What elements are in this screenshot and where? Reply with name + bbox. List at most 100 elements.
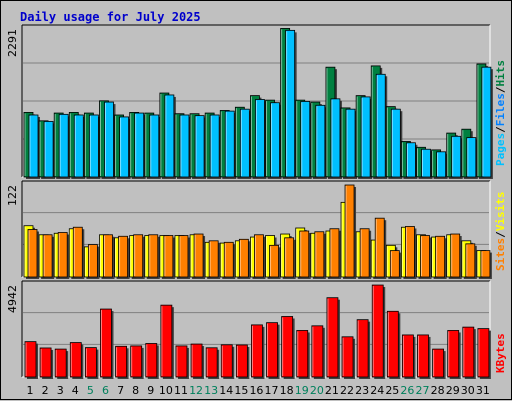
x-tick-label-day-24: 24 xyxy=(370,384,384,397)
x-tick-label-day-18: 18 xyxy=(280,384,294,397)
bar-pages-day-23 xyxy=(360,96,373,179)
legend-entry: / xyxy=(494,126,507,133)
bar-body xyxy=(24,341,37,378)
bar-body xyxy=(208,240,219,278)
bar-pages-day-27 xyxy=(421,148,433,179)
bar-pages-day-2 xyxy=(43,121,56,179)
legend-entry: Files xyxy=(494,93,507,126)
bar-pages-day-14 xyxy=(224,110,237,179)
bar-body xyxy=(58,113,69,178)
bar-pages-day-10 xyxy=(164,94,176,179)
bar-kbytes-day-14 xyxy=(220,344,235,379)
bar-body xyxy=(450,233,461,278)
legend-entry: / xyxy=(494,231,507,238)
x-tick-label-day-30: 30 xyxy=(461,384,475,397)
bar-body xyxy=(103,234,113,278)
x-tick-label-day-27: 27 xyxy=(416,384,430,397)
bar-sites-day-20 xyxy=(314,231,326,279)
bar-body xyxy=(193,233,204,278)
bar-body xyxy=(235,344,248,378)
bar-body xyxy=(299,230,310,278)
bar-pages-day-18 xyxy=(285,29,297,179)
bar-body xyxy=(360,96,371,178)
x-tick-label-day-14: 14 xyxy=(219,384,233,397)
bar-kbytes-day-16 xyxy=(251,324,265,379)
bar-sites-day-25 xyxy=(389,250,402,279)
bar-sites-day-21 xyxy=(329,228,341,279)
bar-body xyxy=(326,297,339,378)
bar-sites-day-1 xyxy=(27,229,39,279)
bar-sites-day-3 xyxy=(57,232,70,279)
bar-sites-day-16 xyxy=(254,234,266,279)
bar-kbytes-day-3 xyxy=(54,348,69,379)
bar-body xyxy=(481,66,492,178)
bar-kbytes-day-13 xyxy=(205,347,220,379)
bar-body xyxy=(148,234,159,278)
bar-body xyxy=(451,135,462,178)
bar-sites-day-8 xyxy=(133,234,145,279)
bar-body xyxy=(314,231,325,278)
y-max-label-top: 2291 xyxy=(6,29,19,57)
x-tick-label-day-22: 22 xyxy=(340,384,354,397)
x-tick-label-day-8: 8 xyxy=(132,384,139,397)
bar-sites-day-27 xyxy=(420,235,432,279)
bar-body xyxy=(285,29,296,178)
panel-mid: 122 Sites/Visits xyxy=(6,180,507,279)
bar-kbytes-day-30 xyxy=(462,326,476,379)
bar-body xyxy=(417,334,429,378)
bar-kbytes-day-28 xyxy=(432,348,446,379)
bar-kbytes-day-5 xyxy=(84,347,99,379)
bar-pages-day-3 xyxy=(58,113,71,179)
x-tick-label-day-12: 12 xyxy=(189,384,203,397)
bar-body xyxy=(134,112,145,178)
bar-body xyxy=(72,226,83,278)
bar-body xyxy=(179,114,190,178)
bar-body xyxy=(133,234,144,278)
bar-body xyxy=(374,217,385,278)
bar-pages-day-1 xyxy=(28,114,40,179)
x-tick-label-day-2: 2 xyxy=(42,384,49,397)
bar-body xyxy=(164,94,175,178)
bar-pages-day-15 xyxy=(239,108,252,179)
x-tick-label-day-15: 15 xyxy=(234,384,248,397)
bar-body xyxy=(145,343,158,378)
bar-body xyxy=(118,235,128,278)
bar-pages-day-7 xyxy=(119,116,131,179)
bar-body xyxy=(477,328,490,378)
bar-kbytes-day-15 xyxy=(235,344,250,379)
x-tick-label-day-17: 17 xyxy=(265,384,279,397)
bar-pages-day-17 xyxy=(270,102,282,179)
x-tick-label-day-19: 19 xyxy=(295,384,309,397)
chart-panels: 2291Pages/Files/Hits122Sites/Visits4942K… xyxy=(6,24,507,379)
x-tick-label-day-3: 3 xyxy=(57,384,64,397)
bar-body xyxy=(311,325,324,378)
bar-sites-day-17 xyxy=(269,244,281,279)
bar-pages-day-19 xyxy=(300,101,312,179)
bar-kbytes-day-27 xyxy=(417,334,431,379)
bar-body xyxy=(389,250,400,278)
bar-sites-day-29 xyxy=(450,233,462,279)
bar-body xyxy=(341,336,354,378)
bar-body xyxy=(163,235,174,278)
bar-sites-day-7 xyxy=(118,235,130,279)
x-tick-label-day-7: 7 xyxy=(117,384,124,397)
bar-pages-day-29 xyxy=(451,135,463,179)
bar-body xyxy=(344,184,355,278)
bar-kbytes-day-23 xyxy=(356,319,371,379)
bar-pages-day-20 xyxy=(315,104,327,179)
x-tick-label-day-28: 28 xyxy=(431,384,445,397)
bar-sites-day-13 xyxy=(208,240,221,279)
bar-body xyxy=(371,284,384,378)
x-tick-label-day-20: 20 xyxy=(310,384,324,397)
bar-body xyxy=(435,235,446,278)
bar-body xyxy=(480,250,491,278)
bar-kbytes-day-11 xyxy=(175,345,189,379)
bar-sites-day-28 xyxy=(435,235,447,279)
x-tick-label-day-13: 13 xyxy=(204,384,218,397)
legend-entry: KBytes xyxy=(494,333,507,373)
bar-body xyxy=(54,348,67,378)
bar-sites-day-14 xyxy=(223,241,236,279)
bar-sites-day-15 xyxy=(238,238,251,279)
bar-body xyxy=(220,344,233,378)
